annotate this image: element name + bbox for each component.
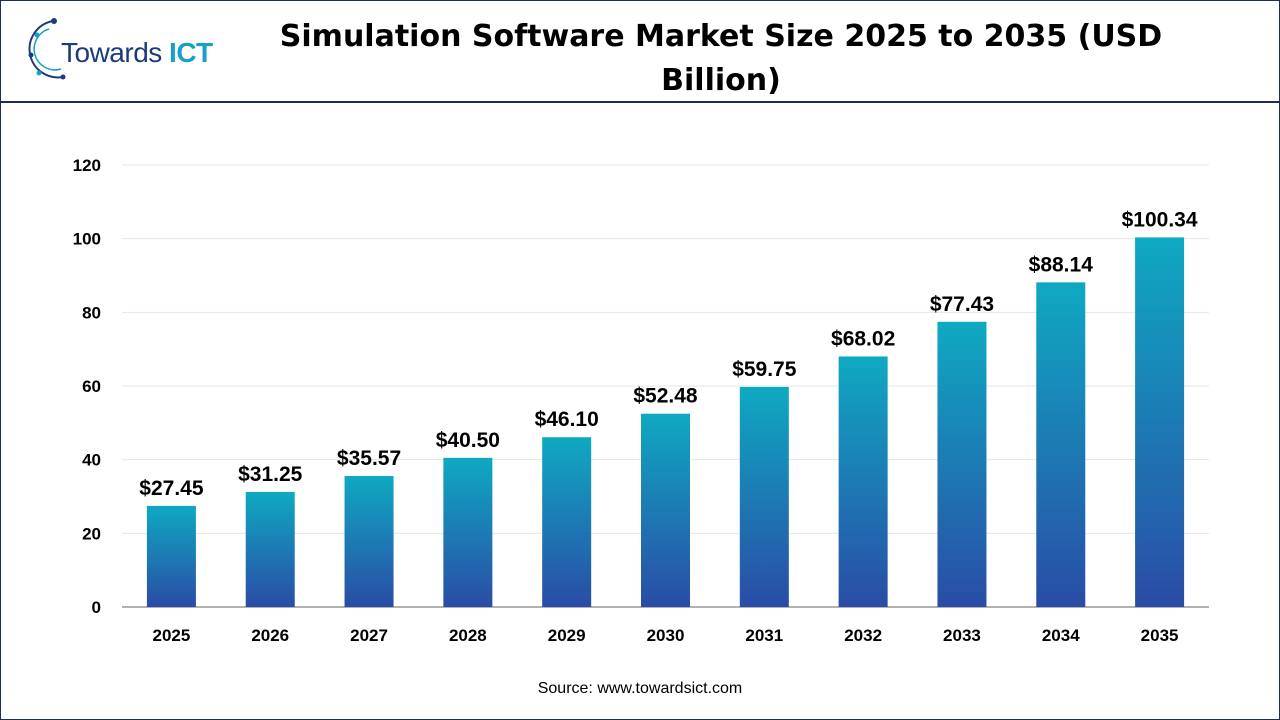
logo-accent: ICT — [169, 37, 213, 68]
y-tick-label: 100 — [73, 230, 101, 249]
x-tick-label: 2029 — [548, 626, 586, 645]
bar-2027 — [344, 475, 394, 607]
data-label: $40.50 — [436, 429, 500, 452]
bar-2033 — [937, 321, 987, 607]
data-label: $35.57 — [337, 447, 401, 470]
bar-2035 — [1135, 237, 1185, 607]
x-tick-label: 2032 — [844, 626, 882, 645]
y-tick-label: 120 — [73, 156, 101, 175]
logo-globe-icon — [28, 18, 66, 80]
data-label: $100.34 — [1122, 208, 1198, 231]
x-tick-label: 2034 — [1042, 626, 1080, 645]
bar-2030 — [641, 413, 690, 607]
x-tick-label: 2027 — [350, 626, 388, 645]
y-tick-label: 40 — [82, 451, 101, 470]
logo: Towards ICT — [23, 15, 223, 87]
data-label: $88.14 — [1029, 253, 1094, 276]
data-label: $27.45 — [139, 477, 204, 500]
x-tick-label: 2031 — [745, 626, 783, 645]
logo-word: Towards — [61, 37, 170, 68]
x-tick-label: 2035 — [1141, 626, 1179, 645]
bar-chart: 0 20 40 60 80 100 120 $27.45 2025 $31.25 2026 $35.5… — [73, 156, 1209, 645]
y-tick-label: 20 — [82, 524, 101, 543]
chart-title: Simulation Software Market Size 2025 to … — [279, 19, 1163, 98]
bar-2031 — [739, 386, 789, 607]
x-tick-label: 2033 — [943, 626, 981, 645]
bar-2032 — [838, 356, 888, 607]
data-label: $46.10 — [535, 408, 599, 431]
x-tick-label: 2026 — [251, 626, 289, 645]
bar-2034 — [1036, 282, 1086, 607]
data-label: $77.43 — [930, 293, 994, 316]
y-tick-label: 80 — [82, 303, 101, 322]
data-label: $59.75 — [732, 358, 797, 381]
source-note: Source: www.towardsict.com — [537, 680, 743, 697]
bar-2025 — [146, 505, 196, 607]
y-tick-label: 0 — [92, 598, 101, 617]
x-tick-label: 2028 — [449, 626, 487, 645]
data-label: $31.25 — [238, 463, 303, 486]
data-label: $68.02 — [831, 327, 895, 350]
bar-2026 — [245, 491, 295, 607]
header: Towards ICT Simulation Software Market S… — [1, 1, 1279, 103]
bar-2029 — [542, 437, 592, 607]
y-tick-label: 60 — [82, 377, 101, 396]
bar-2028 — [443, 457, 493, 607]
x-tick-label: 2030 — [647, 626, 685, 645]
x-tick-label: 2025 — [152, 626, 190, 645]
data-label: $52.48 — [633, 385, 698, 408]
